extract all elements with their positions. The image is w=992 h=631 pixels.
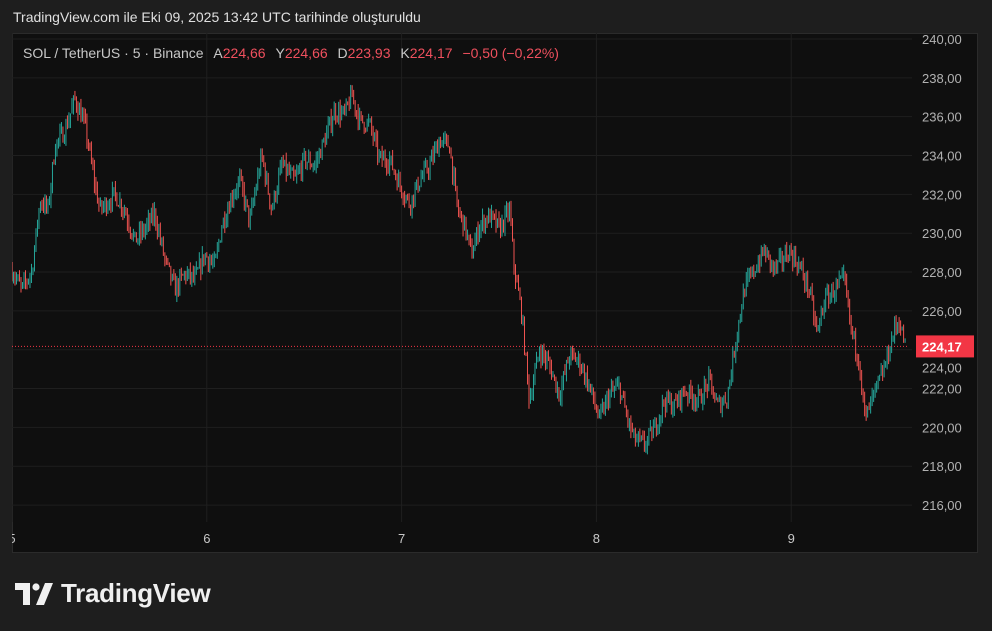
open-value: 224,66: [222, 45, 266, 61]
y-tick-label: 240,00: [922, 33, 962, 47]
x-tick-label: 6: [203, 531, 210, 546]
tradingview-logo-icon: [15, 582, 53, 605]
y-tick-label: 224,00: [922, 360, 962, 375]
y-tick-label: 220,00: [922, 420, 962, 435]
low-value: 223,93: [347, 45, 391, 61]
y-tick-label: 218,00: [922, 459, 962, 474]
x-tick-label: 9: [788, 531, 795, 546]
y-tick-label: 234,00: [922, 149, 962, 164]
x-tick-label: 7: [398, 531, 405, 546]
candlestick-chart[interactable]: 240,00 238,00 236,00 234,00 232,00 230,00 228,…: [12, 33, 978, 553]
high-label: Y: [275, 45, 285, 61]
symbol-legend: SOL / TetherUS · 5 · Binance A224,66 Y22…: [23, 45, 559, 61]
y-tick-label: 238,00: [922, 71, 962, 86]
y-tick-label: 226,00: [922, 304, 962, 319]
high-value: 224,66: [284, 45, 328, 61]
y-tick-label: 236,00: [922, 110, 962, 125]
close-value: 224,17: [409, 45, 453, 61]
candles: [12, 84, 906, 455]
last-price-badge: [916, 335, 974, 358]
tradingview-logo[interactable]: TradingView: [15, 578, 211, 609]
symbol-name[interactable]: SOL / TetherUS · 5 · Binance: [23, 45, 204, 61]
x-tick-label: 8: [593, 531, 600, 546]
axes: 240,00 238,00 236,00 234,00 232,00 230,00 228,…: [12, 33, 974, 546]
y-tick-label: 228,00: [922, 265, 962, 280]
low-label: D: [337, 45, 348, 61]
grid: [12, 33, 912, 522]
y-tick-label: 216,00: [922, 498, 962, 513]
x-tick-label: 5: [12, 531, 16, 546]
y-tick-label: 230,00: [922, 226, 962, 241]
close-label: K: [400, 45, 410, 61]
last-price-label: 224,17: [922, 339, 962, 354]
logo-text: TradingView: [61, 578, 211, 608]
chart-caption: TradingView.com ile Eki 09, 2025 13:42 U…: [13, 9, 421, 25]
y-tick-label: 222,00: [922, 382, 962, 397]
y-tick-label: 232,00: [922, 187, 962, 202]
open-label: A: [213, 45, 223, 61]
change-value: −0,50 (−0,22%): [462, 45, 559, 61]
